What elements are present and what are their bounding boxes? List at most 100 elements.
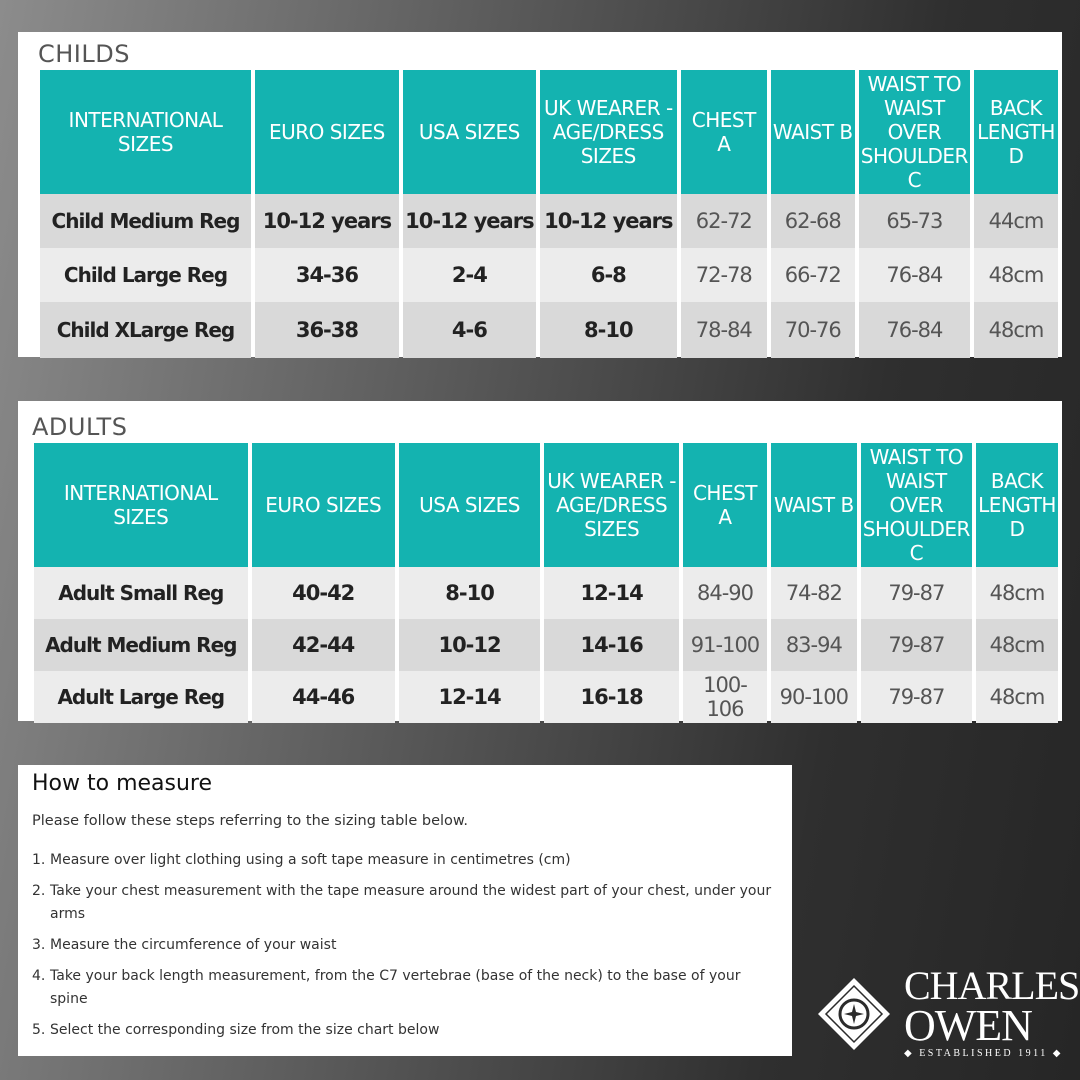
step-number: 2. [32,883,46,899]
euro-size: 10-12 years [254,194,399,248]
step-text: Select the corresponding size from the s… [50,1022,440,1038]
usa-size: 12-14 [398,671,541,723]
header-chest: CHEST A [680,70,767,194]
chest-value: 78-84 [680,302,767,358]
header-uk-sizes: UK WEARER - AGE/DRESS SIZES [539,70,677,194]
step-text: Measure the circumference of your waist [50,937,337,953]
childs-title: CHILDS [38,40,130,68]
childs-size-panel: CHILDS INTERNATIONAL SIZES EURO SIZES US… [18,32,1062,358]
euro-size: 34-36 [254,248,399,302]
chest-value: 62-72 [680,194,767,248]
chest-value: 91-100 [683,619,767,671]
logo-line-charles: CHARLES [904,963,1080,1008]
step-number: 4. [32,968,46,984]
step-text: Measure over light clothing using a soft… [50,852,571,868]
logo-line-owen: OWEN [904,1001,1033,1050]
header-euro-sizes: EURO SIZES [251,443,395,567]
list-item: 4. Take your back length measurement, fr… [32,965,782,1011]
size-name: Child XLarge Reg [40,302,251,358]
waist-value: 74-82 [770,567,857,619]
waist-to-waist-value: 79-87 [860,567,972,619]
size-name: Adult Medium Reg [34,619,248,671]
step-text: Take your back length measurement, from … [50,968,741,1007]
header-euro-sizes: EURO SIZES [254,70,399,194]
uk-size: 8-10 [539,302,677,358]
waist-value: 62-68 [770,194,855,248]
euro-size: 44-46 [251,671,395,723]
header-uk-sizes: UK WEARER - AGE/DRESS SIZES [544,443,680,567]
uk-size: 6-8 [539,248,677,302]
step-number: 5. [32,1022,46,1038]
header-usa-sizes: USA SIZES [402,70,536,194]
logo-tagline: ◆ ESTABLISHED 1911 ◆ [904,1048,1063,1059]
adults-title: ADULTS [32,413,128,441]
table-row: Adult Small Reg 40-42 8-10 12-14 84-90 7… [34,567,1058,619]
step-number: 3. [32,937,46,953]
size-name: Adult Large Reg [34,671,248,723]
size-name: Adult Small Reg [34,567,248,619]
how-to-measure-title: How to measure [32,771,213,796]
euro-size: 42-44 [251,619,395,671]
childs-size-table: INTERNATIONAL SIZES EURO SIZES USA SIZES… [36,70,1062,358]
back-length-value: 48cm [975,567,1058,619]
waist-value: 70-76 [770,302,855,358]
header-waist: WAIST B [770,443,857,567]
euro-size: 36-38 [254,302,399,358]
header-back-length: BACK LENGTH D [975,443,1058,567]
table-row: Adult Large Reg 44-46 12-14 16-18 100-10… [34,671,1058,723]
charles-owen-logo: CHARLES OWEN ◆ ESTABLISHED 1911 ◆ [810,966,1080,1062]
uk-size: 10-12 years [539,194,677,248]
childs-header-row: INTERNATIONAL SIZES EURO SIZES USA SIZES… [40,70,1058,194]
adults-size-table: INTERNATIONAL SIZES EURO SIZES USA SIZES… [30,443,1062,723]
usa-size: 4-6 [402,302,536,358]
usa-size: 10-12 years [402,194,536,248]
uk-size: 12-14 [544,567,680,619]
waist-to-waist-value: 79-87 [860,671,972,723]
size-name: Child Medium Reg [40,194,251,248]
back-length-value: 48cm [973,248,1058,302]
waist-to-waist-value: 65-73 [858,194,970,248]
back-length-value: 48cm [975,671,1058,723]
step-text: Take your chest measurement with the tap… [50,883,772,922]
list-item: 1. Measure over light clothing using a s… [32,849,782,872]
list-item: 3. Measure the circumference of your wai… [32,934,782,957]
how-to-measure-intro: Please follow these steps referring to t… [32,813,469,829]
back-length-value: 48cm [975,619,1058,671]
table-row: Child Medium Reg 10-12 years 10-12 years… [40,194,1058,248]
chest-value: 84-90 [683,567,767,619]
usa-size: 8-10 [398,567,541,619]
header-waist: WAIST B [770,70,855,194]
waist-to-waist-value: 79-87 [860,619,972,671]
waist-value: 90-100 [770,671,857,723]
size-name: Child Large Reg [40,248,251,302]
step-number: 1. [32,852,46,868]
back-length-value: 48cm [973,302,1058,358]
euro-size: 40-42 [251,567,395,619]
adults-header-row: INTERNATIONAL SIZES EURO SIZES USA SIZES… [34,443,1058,567]
back-length-value: 44cm [973,194,1058,248]
header-international-sizes: INTERNATIONAL SIZES [34,443,248,567]
list-item: 5. Select the corresponding size from th… [32,1019,782,1042]
list-item: 2. Take your chest measurement with the … [32,880,782,926]
table-row: Child Large Reg 34-36 2-4 6-8 72-78 66-7… [40,248,1058,302]
header-back-length: BACK LENGTH D [973,70,1058,194]
table-row: Adult Medium Reg 42-44 10-12 14-16 91-10… [34,619,1058,671]
adults-size-panel: ADULTS INTERNATIONAL SIZES EURO SIZES US… [18,401,1062,723]
waist-to-waist-value: 76-84 [858,248,970,302]
chest-value: 100-106 [683,671,767,723]
header-chest: CHEST A [683,443,767,567]
diamond-star-logo-icon [818,978,890,1050]
uk-size: 16-18 [544,671,680,723]
chest-value: 72-78 [680,248,767,302]
waist-to-waist-value: 76-84 [858,302,970,358]
header-waist-to-waist: WAIST TO WAIST OVER SHOULDER C [860,443,972,567]
table-row: Child XLarge Reg 36-38 4-6 8-10 78-84 70… [40,302,1058,358]
waist-value: 66-72 [770,248,855,302]
how-to-measure-panel: How to measure Please follow these steps… [18,765,792,1056]
header-international-sizes: INTERNATIONAL SIZES [40,70,251,194]
measure-steps-list: 1. Measure over light clothing using a s… [32,849,782,1050]
uk-size: 14-16 [544,619,680,671]
waist-value: 83-94 [770,619,857,671]
header-waist-to-waist: WAIST TO WAIST OVER SHOULDER C [858,70,970,194]
header-usa-sizes: USA SIZES [398,443,541,567]
